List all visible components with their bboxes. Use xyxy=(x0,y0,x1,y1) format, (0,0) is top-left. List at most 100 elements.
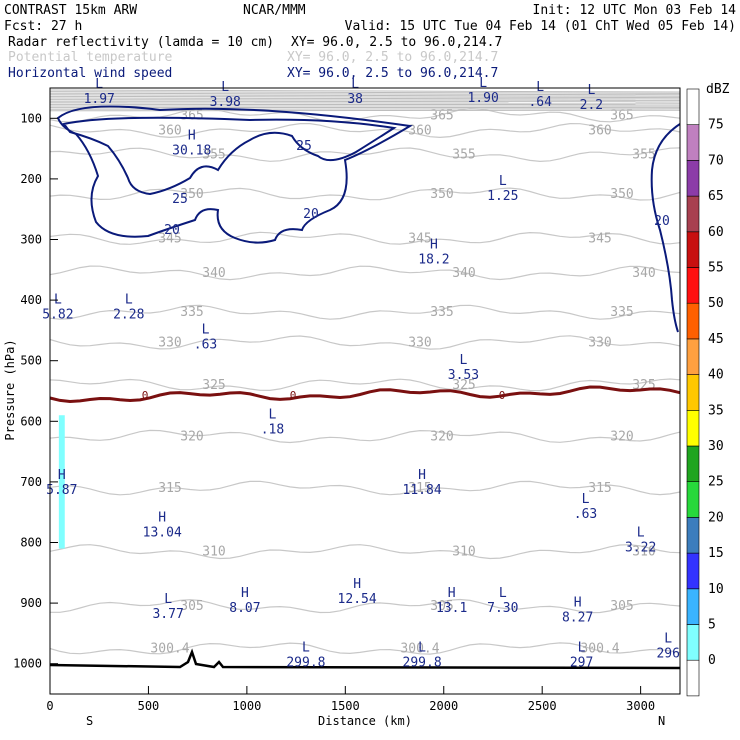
theta-contour-label: 335 xyxy=(180,305,203,320)
field-reflectivity-name: Radar reflectivity (lamda = 10 cm) xyxy=(8,35,274,50)
y-tick-label: 900 xyxy=(20,596,42,610)
theta-contour-label: 350 xyxy=(430,187,453,202)
theta-contour-label: 315 xyxy=(158,481,181,496)
theta-contour-label: 350 xyxy=(180,187,203,202)
colorbar-label: 70 xyxy=(708,153,724,168)
colorbar-segment xyxy=(686,302,700,340)
theta-contour-label: 320 xyxy=(610,429,633,444)
extremum-type: H xyxy=(241,586,249,601)
theta-contour-line xyxy=(50,598,681,614)
theta-contour-line xyxy=(49,94,681,97)
x-tick-label: 2500 xyxy=(528,699,557,713)
extremum-value: 1.25 xyxy=(487,189,518,204)
extremum-type: L xyxy=(418,641,426,656)
theta-contour-label: 365 xyxy=(430,108,453,123)
theta-contour-line xyxy=(49,97,681,100)
extremum-type: L xyxy=(582,492,590,507)
y-tick-label: 600 xyxy=(20,414,42,428)
colorbar-segment xyxy=(686,267,700,304)
theta-contour-label: 345 xyxy=(588,231,611,246)
theta-contour-line xyxy=(49,91,681,94)
freezing-level: 0 0 0 xyxy=(49,385,681,670)
colorbar-label: 15 xyxy=(708,546,724,561)
colorbar-segment xyxy=(686,481,700,518)
y-tick-label: 200 xyxy=(20,172,42,186)
extremum-value: 8.07 xyxy=(229,601,260,616)
header-model-title: CONTRAST 15km ARW xyxy=(4,3,137,18)
extremum-value: 13.04 xyxy=(143,525,182,540)
extremum-type: L xyxy=(637,526,645,541)
header-institution: NCAR/MMM xyxy=(243,3,306,18)
theta-contour-label: 365 xyxy=(610,108,633,123)
wind-speed-contours: 20 25 25 20 20 xyxy=(56,105,681,333)
extremum-value: 1.97 xyxy=(84,92,115,107)
extremum-type: H xyxy=(574,595,582,610)
wind-contour-label: 20 xyxy=(164,223,180,238)
theta-contour-label: 305 xyxy=(180,599,203,614)
extremum-type: L xyxy=(95,77,103,92)
colorbar-label: 75 xyxy=(708,118,724,133)
colorbar-segment xyxy=(686,588,700,625)
x-axis-start-label: S xyxy=(86,714,93,728)
x-tick-label: 500 xyxy=(138,699,160,713)
extremum-value: 3.98 xyxy=(210,95,241,110)
extremum-value: 3.53 xyxy=(448,368,479,383)
theta-contour-label: 320 xyxy=(180,429,203,444)
extremum-type: L xyxy=(578,641,586,656)
extremum-value: 18.2 xyxy=(418,253,449,268)
colorbar-segment xyxy=(686,338,700,375)
extremum-type: H xyxy=(448,586,456,601)
colorbar-label: 10 xyxy=(708,582,724,597)
header-init-time: Init: 12 UTC Mon 03 Feb 14 xyxy=(533,3,737,18)
theta-contour-label: 355 xyxy=(632,148,655,163)
theta-contour-label: 305 xyxy=(610,599,633,614)
theta-contour-label: 315 xyxy=(588,481,611,496)
extremum-value: .18 xyxy=(261,422,284,437)
theta-contour-line xyxy=(49,92,681,96)
x-axis-label: Distance (km) xyxy=(318,714,412,728)
extremum-value: 8.27 xyxy=(562,610,593,625)
theta-contour-line xyxy=(49,304,681,320)
theta-contour-line xyxy=(49,231,681,245)
extremum-value: 3.77 xyxy=(152,607,183,622)
colorbar-label: 0 xyxy=(708,653,716,668)
extremum-value: 38 xyxy=(347,92,363,107)
colorbar-segment xyxy=(686,445,700,483)
y-tick-label: 1000 xyxy=(13,657,42,671)
extremum-type: L xyxy=(479,76,487,91)
x-tick-label: 3000 xyxy=(626,699,655,713)
theta-contour-label: 320 xyxy=(430,429,453,444)
extremum-type: L xyxy=(587,83,595,98)
extremum-value: .64 xyxy=(528,95,552,110)
x-tick-label: 0 xyxy=(46,699,53,713)
wind-contour-20 xyxy=(650,123,681,333)
theta-contour-label: 310 xyxy=(632,545,655,560)
theta-contour-line xyxy=(49,109,681,112)
wind-contour-label: 25 xyxy=(296,139,312,154)
theta-contour-label: 330 xyxy=(588,336,611,351)
extremum-type: H xyxy=(158,510,166,525)
reflectivity-echo xyxy=(58,415,65,549)
theta-contour-line xyxy=(49,544,681,560)
colorbar: 0 5 10 15 20 25 30 35 40 45 50 55 60 65 70 75 xyxy=(686,88,724,697)
theta-contour-line xyxy=(49,147,681,163)
theta-contour-line xyxy=(49,187,681,201)
extremum-value: .63 xyxy=(574,507,597,522)
x-tick-label: 1500 xyxy=(331,699,360,713)
wind-contour-label: 20 xyxy=(654,214,670,229)
y-tick-label: 100 xyxy=(20,111,42,125)
colorbar-label: 55 xyxy=(708,261,724,276)
y-tick-label: 800 xyxy=(20,536,42,550)
colorbar-label: 65 xyxy=(708,189,724,204)
extremum-type: H xyxy=(188,129,196,144)
colorbar-unit: dBZ xyxy=(706,82,730,97)
colorbar-label: 5 xyxy=(708,618,716,633)
extremum-type: L xyxy=(460,353,468,368)
extremum-value: .63 xyxy=(194,338,217,353)
colorbar-segment xyxy=(686,231,700,268)
extremum-value: 30.18 xyxy=(172,144,211,159)
colorbar-segment xyxy=(686,124,700,161)
extremum-type: H xyxy=(58,468,66,483)
y-tick-label: 700 xyxy=(20,475,42,489)
